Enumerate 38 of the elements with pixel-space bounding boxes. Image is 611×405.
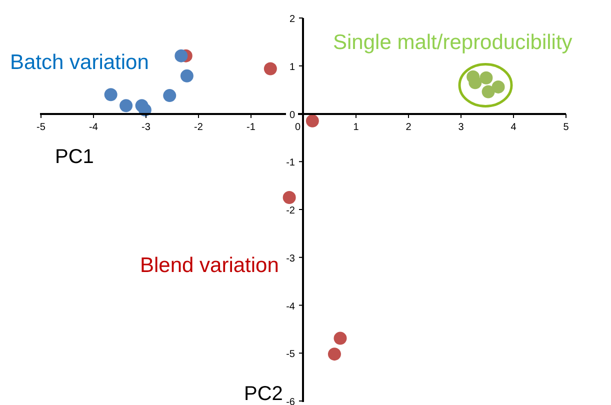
x-tick-label: -1 (246, 122, 256, 133)
series-label: Batch variation (10, 51, 149, 74)
series-label: Single malt/reproducibility (333, 31, 572, 54)
point (334, 332, 347, 345)
y-tick-label: 2 (289, 14, 296, 25)
x-tick-label: -4 (89, 122, 98, 133)
x-tick-label: 1 (353, 122, 360, 133)
point (482, 85, 495, 98)
x-tick-label: 5 (563, 122, 570, 133)
point (282, 191, 296, 204)
y-tick-label: 0 (289, 110, 296, 121)
y-tick-label: -5 (286, 349, 296, 360)
point (174, 49, 188, 62)
x-tick-label: -5 (36, 122, 46, 133)
x-tick-label: 3 (458, 122, 464, 133)
x-tick-label: -2 (194, 122, 204, 133)
point (328, 348, 341, 361)
y-tick-label: -4 (286, 301, 296, 312)
point (120, 99, 133, 112)
point (104, 88, 118, 102)
x-tick-label: 4 (510, 122, 517, 133)
x-axis-title: PC1 (55, 146, 94, 168)
y-tick-label: -2 (286, 206, 296, 216)
y-tick-label: -3 (286, 253, 296, 264)
point (306, 114, 319, 128)
y-axis-title: PC2 (244, 383, 283, 405)
y-tick-label: -6 (286, 397, 296, 405)
point (180, 69, 194, 82)
point (480, 71, 493, 84)
x-tick-label: 2 (406, 122, 412, 133)
point (492, 80, 505, 94)
y-tick-label: 1 (289, 62, 296, 73)
text: Blend variation (140, 254, 279, 277)
x-tick-label: -3 (142, 122, 151, 133)
point (264, 62, 277, 76)
point (163, 89, 176, 102)
point (468, 76, 482, 90)
y-tick-label: -1 (286, 158, 296, 169)
